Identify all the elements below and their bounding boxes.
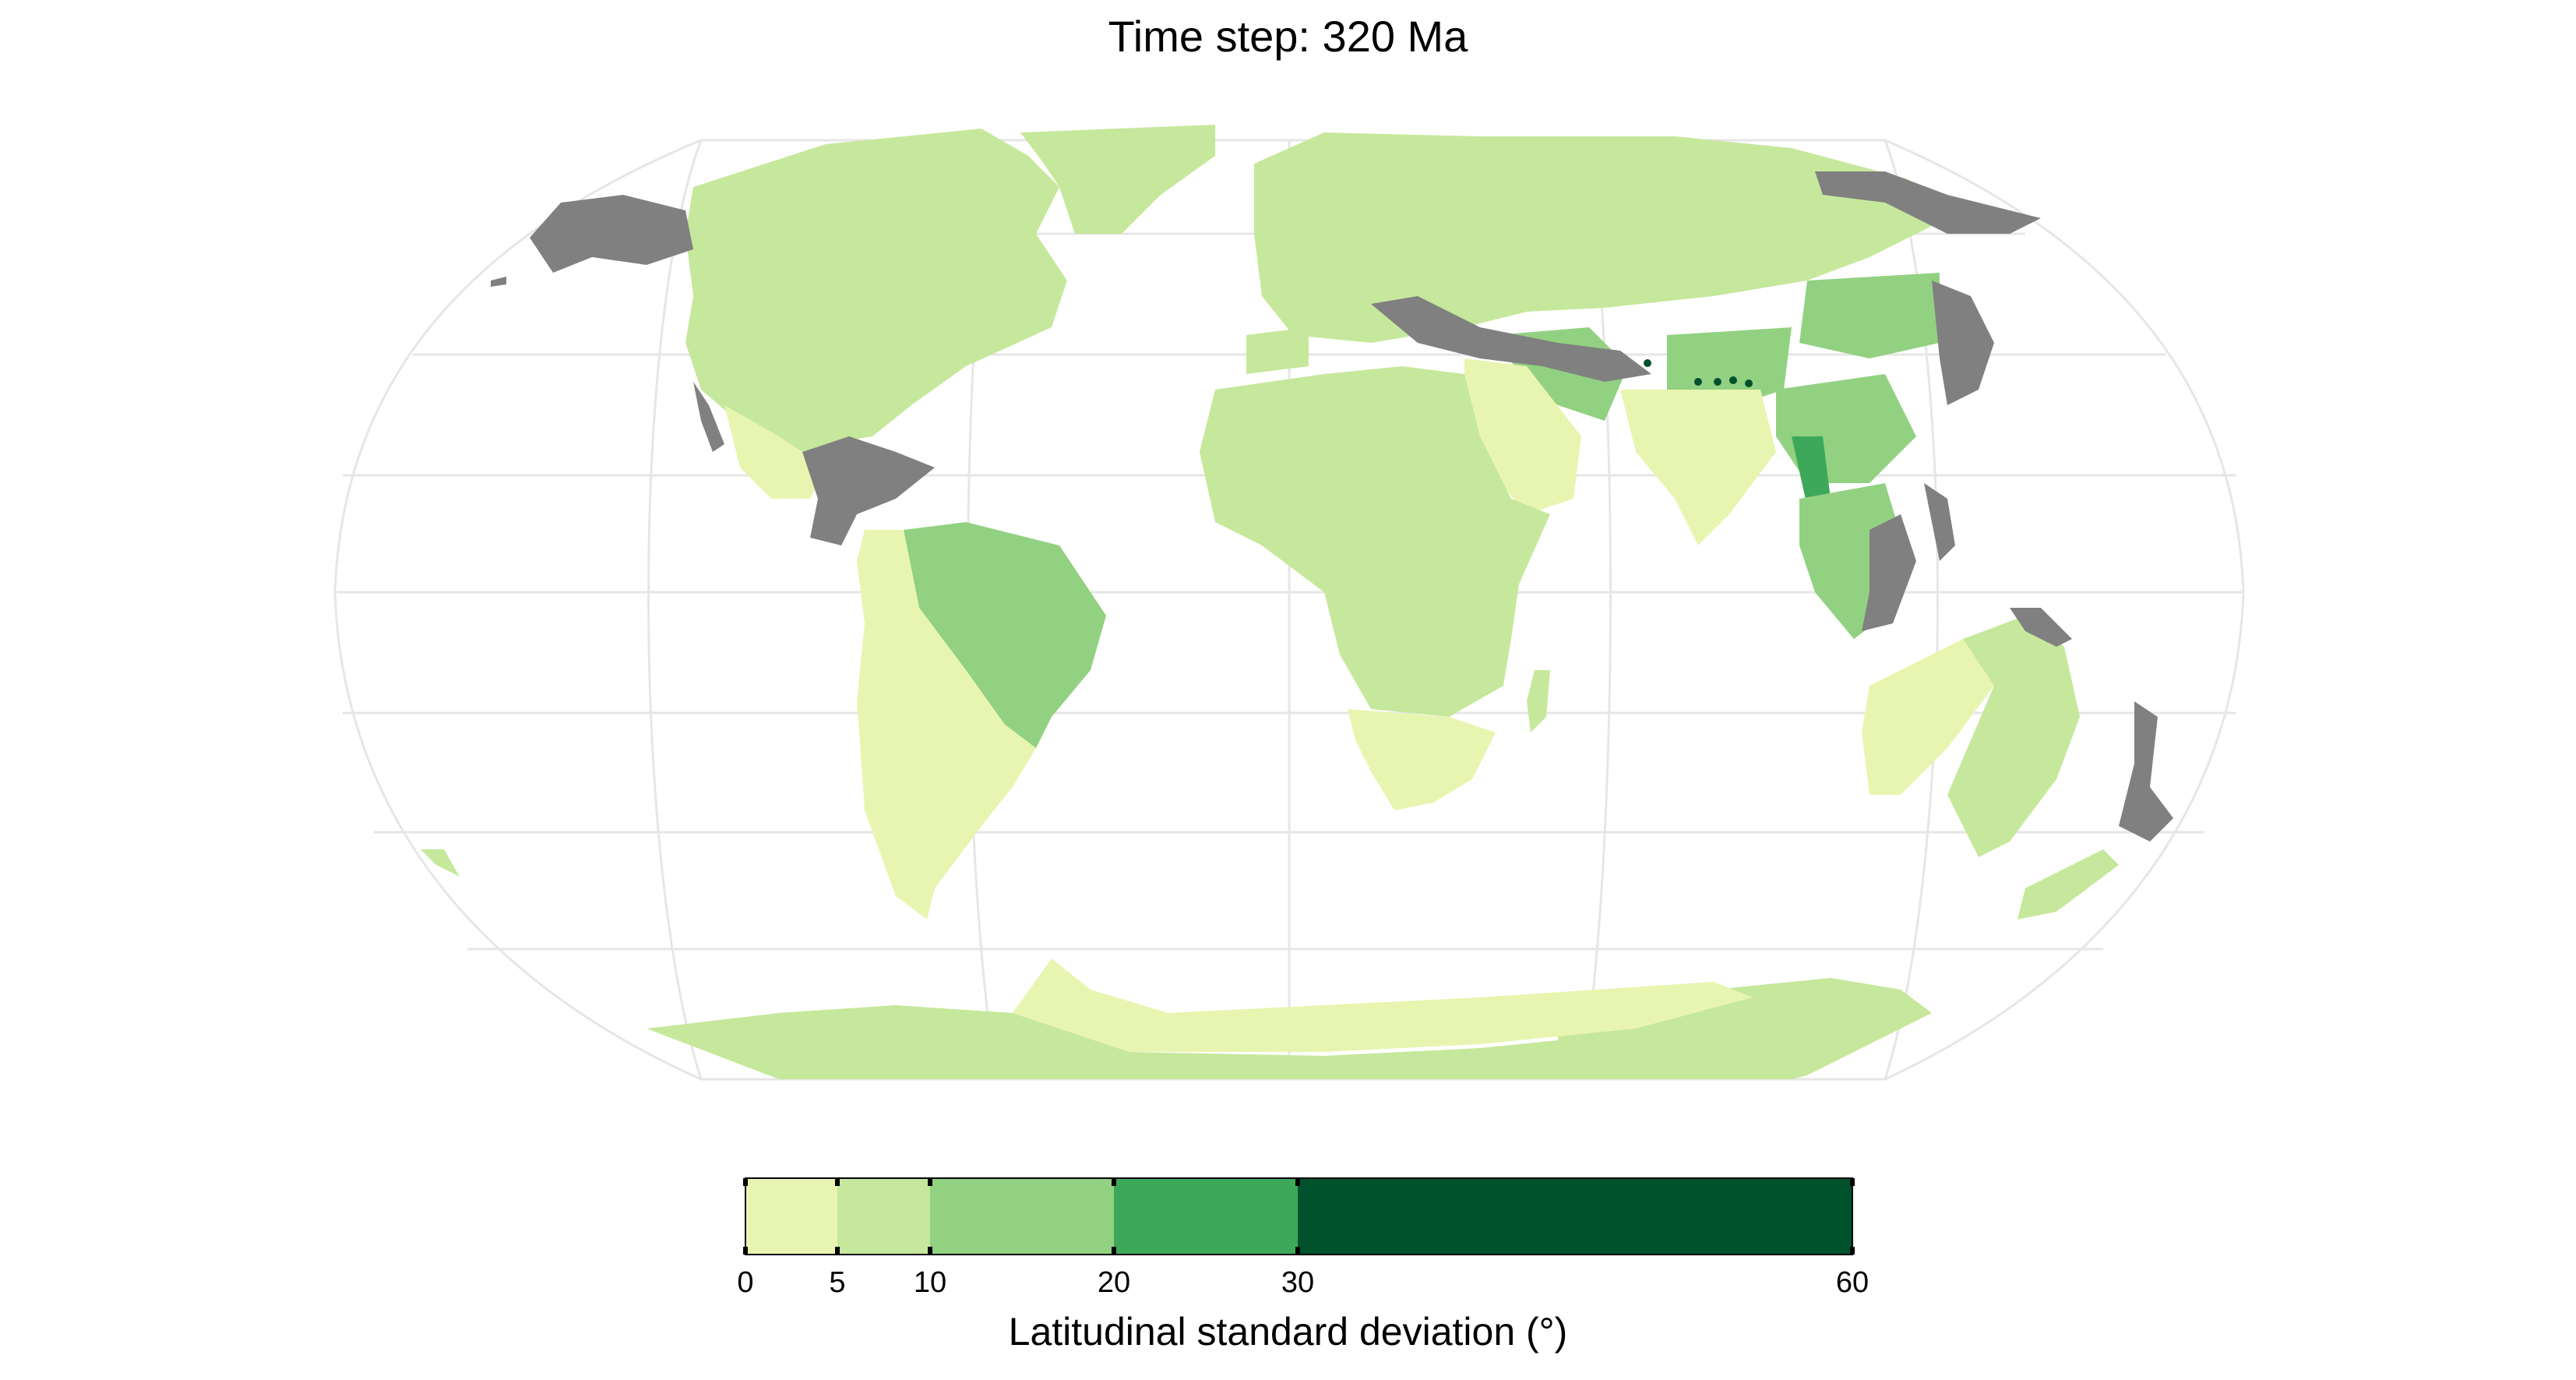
greenland — [1020, 125, 1215, 234]
antarctic-islet — [421, 849, 460, 877]
high-sd-point — [1745, 379, 1753, 387]
eurasia-north — [1254, 132, 1932, 343]
legend-tick-label: 10 — [913, 1266, 947, 1299]
legend-ticks — [743, 1178, 1855, 1255]
australia-east-arc — [2119, 701, 2173, 842]
legend-bin-20-30 — [1114, 1178, 1298, 1255]
map-title: Time step: 320 Ma — [1108, 12, 1468, 61]
legend-bin-5-10 — [837, 1178, 930, 1255]
philippines-arc — [1924, 483, 1955, 561]
africa-north — [1200, 366, 1550, 717]
legend-bin-0-5 — [745, 1178, 837, 1255]
arabia — [1464, 358, 1581, 514]
legend-tick-label: 20 — [1097, 1266, 1131, 1299]
graticule-lon-e2 — [1884, 139, 1939, 1080]
india — [1620, 390, 1776, 545]
pacific-nw-arc — [530, 195, 693, 273]
high-sd-points — [1644, 359, 1753, 387]
new-zealand — [2017, 849, 2119, 919]
west-coast-arc — [693, 382, 724, 452]
mexico — [724, 405, 826, 499]
china-east — [1776, 374, 1916, 483]
arctic-arc — [1815, 171, 2041, 234]
legend-tick-label: 30 — [1281, 1266, 1315, 1299]
australia-east — [1947, 616, 2080, 857]
high-sd-point — [1714, 378, 1721, 386]
papua-arc — [2010, 608, 2072, 647]
legend-title: Latitudinal standard deviation (°) — [1008, 1310, 1568, 1354]
east-asia-arc — [1932, 281, 1994, 405]
legend-tick-label: 5 — [829, 1266, 846, 1299]
legend-bin-10-20 — [930, 1178, 1114, 1255]
central-america-arc — [802, 436, 935, 545]
high-sd-point — [1694, 378, 1702, 386]
madagascar — [1527, 670, 1550, 732]
antarctica-center — [1013, 958, 1753, 1052]
iberia — [1246, 327, 1309, 374]
africa-south — [1348, 709, 1496, 810]
legend-bin-30-60 — [1298, 1178, 1852, 1255]
legend-tick-label: 60 — [1835, 1266, 1869, 1299]
siberia-east — [1799, 273, 1940, 358]
sundaland-arc — [1862, 514, 1916, 631]
north-america — [685, 129, 1067, 460]
tethys-arc — [1371, 296, 1651, 382]
alaska-bit — [491, 277, 506, 287]
south-america-west — [857, 530, 1036, 919]
high-sd-point — [1729, 376, 1737, 384]
antarctica-west — [647, 1005, 1714, 1079]
legend-colorbar — [743, 1177, 1855, 1255]
legend-tick-label: 0 — [737, 1266, 754, 1299]
landmasses — [421, 125, 2173, 1079]
south-america-east — [904, 522, 1106, 748]
high-sd-point — [1644, 359, 1651, 367]
indochina — [1792, 436, 1831, 506]
